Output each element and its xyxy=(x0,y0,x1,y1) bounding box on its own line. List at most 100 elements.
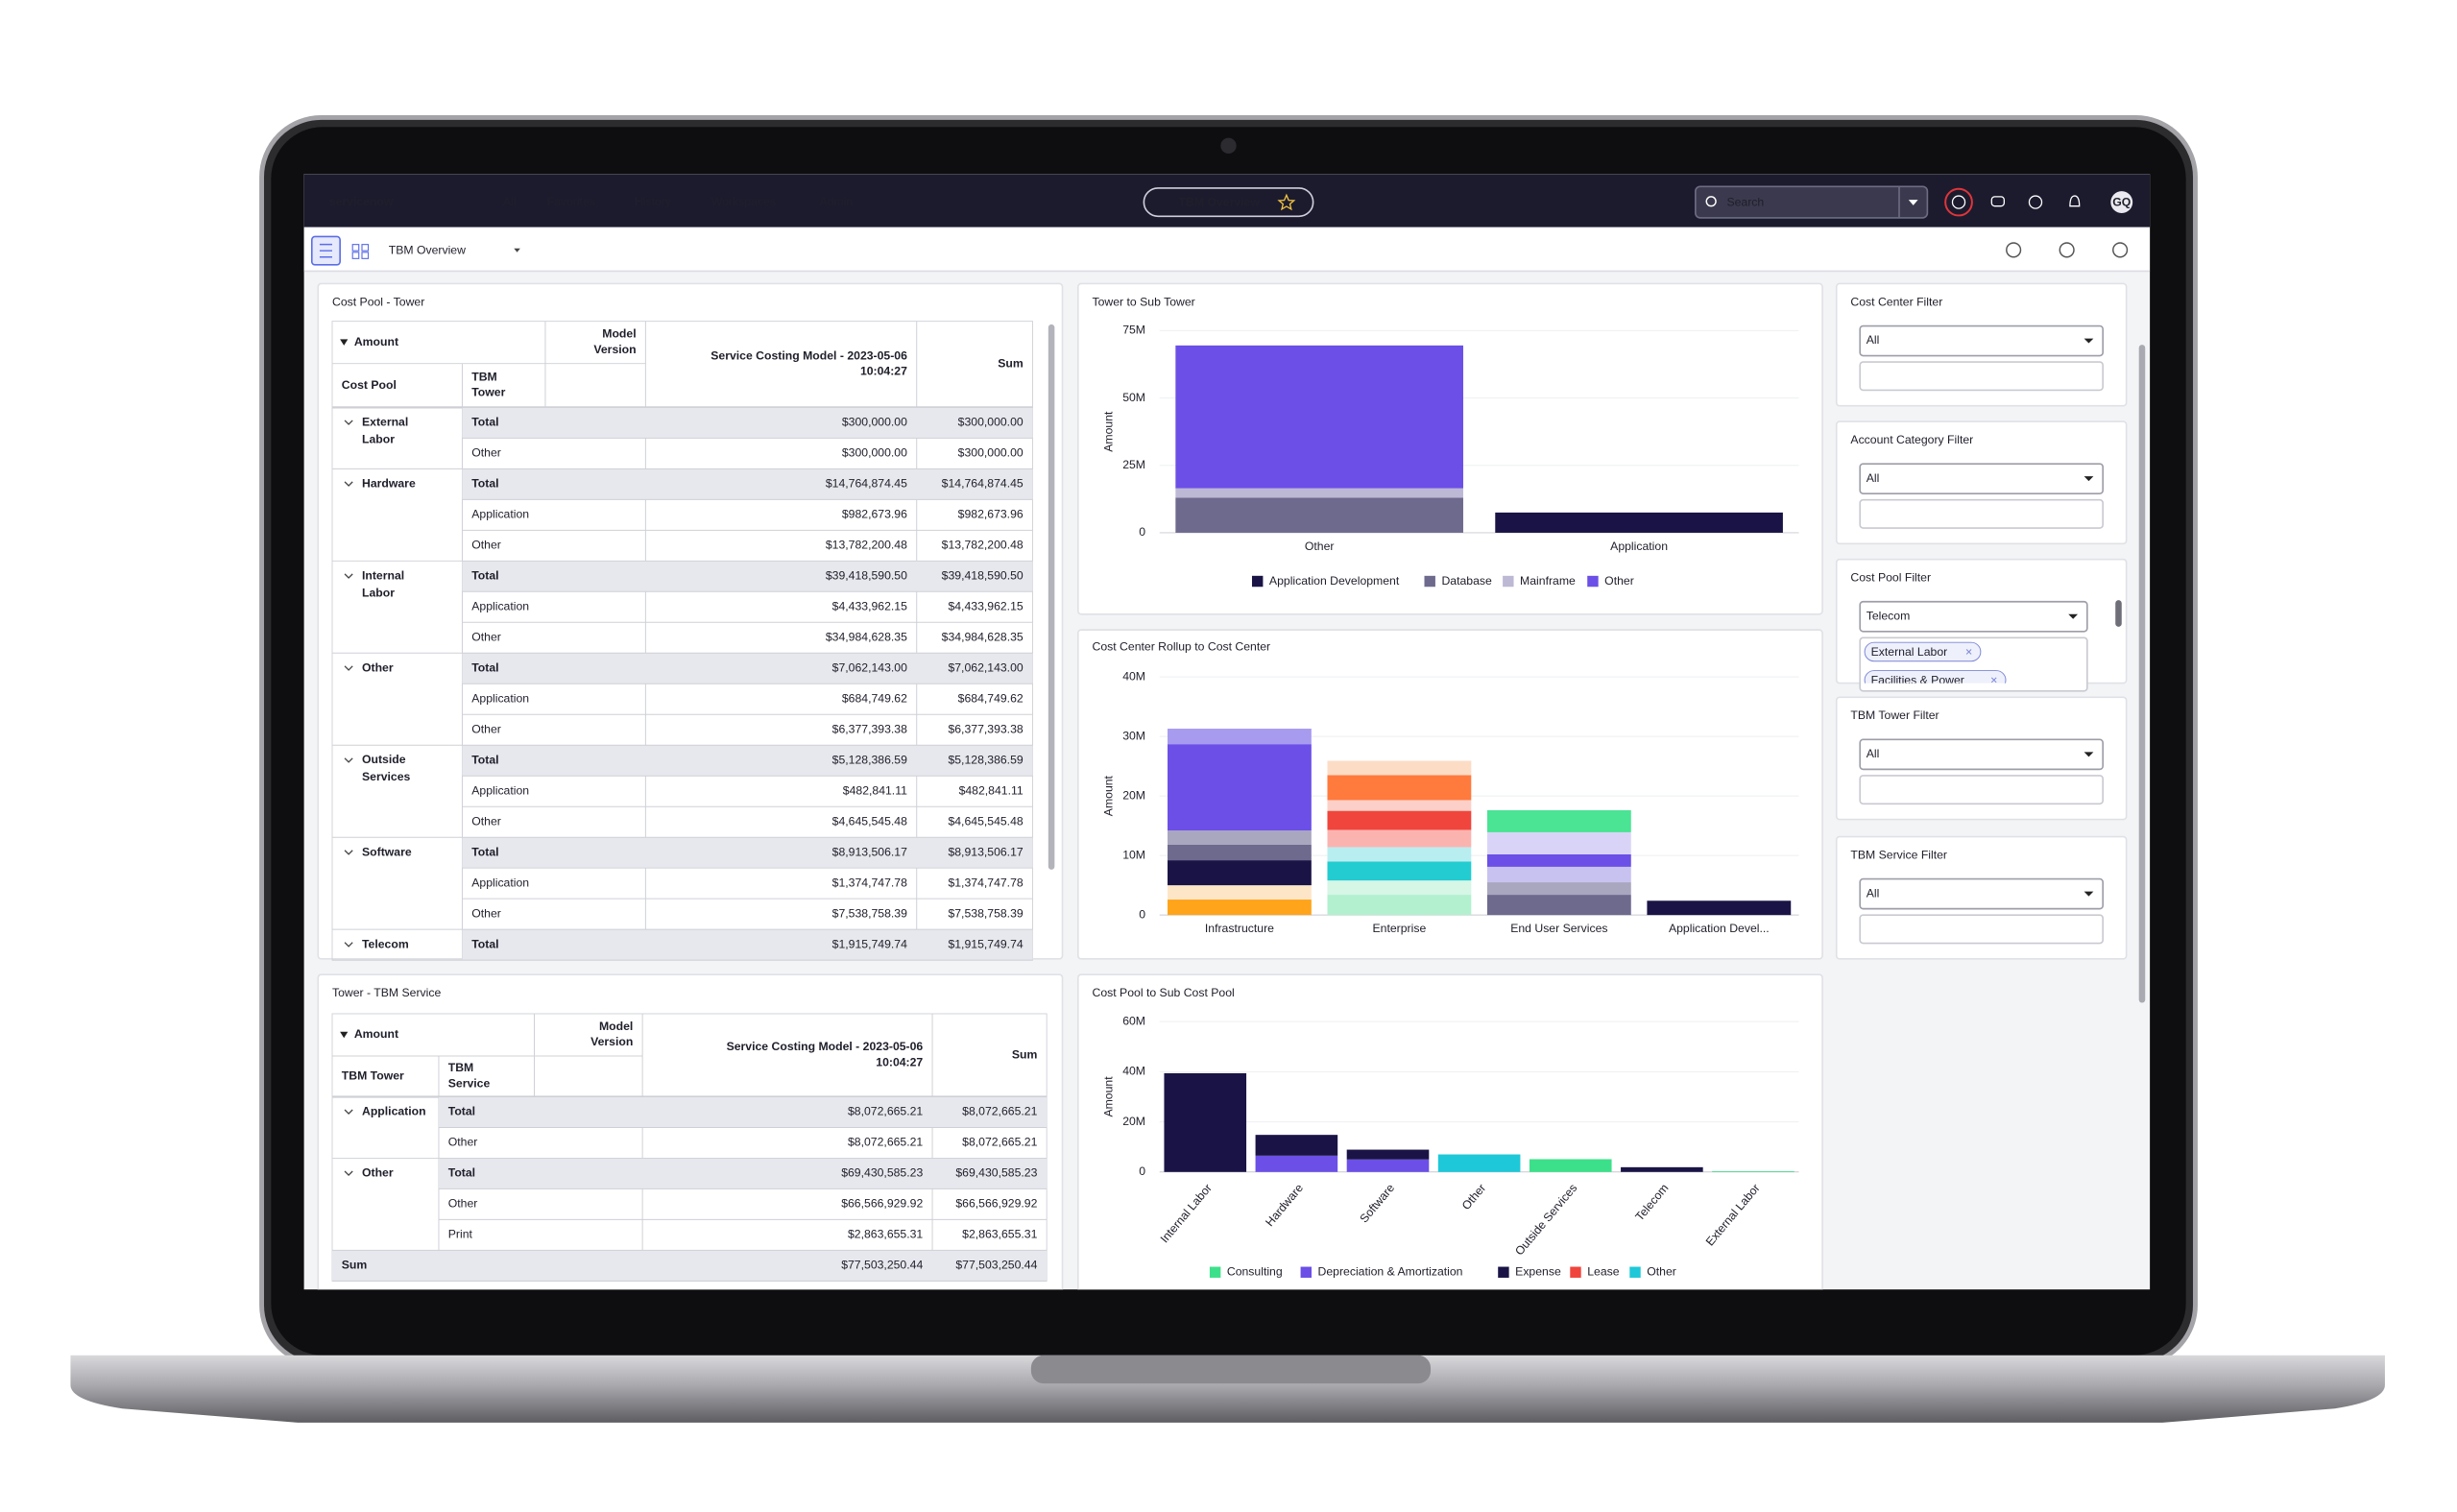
bar-segment[interactable] xyxy=(1168,885,1312,900)
text-line: External xyxy=(362,416,408,429)
bar-segment[interactable] xyxy=(1327,775,1472,801)
expand-chevron[interactable] xyxy=(344,665,353,671)
bar-segment[interactable] xyxy=(1621,1166,1703,1172)
filter-chip[interactable] xyxy=(1864,641,1982,662)
filter-select[interactable] xyxy=(1859,600,2088,633)
filter-scrollbar[interactable] xyxy=(2115,600,2122,627)
bar-segment[interactable] xyxy=(1255,1135,1338,1156)
bar-segment[interactable] xyxy=(1647,900,1792,916)
chat-icon[interactable] xyxy=(1990,196,2006,207)
expand-chevron[interactable] xyxy=(344,573,353,579)
bar-segment[interactable] xyxy=(1168,744,1312,831)
filter-select[interactable] xyxy=(1859,324,2104,357)
bar-segment[interactable] xyxy=(1486,895,1631,916)
bar-segment[interactable] xyxy=(1168,729,1312,745)
expand-chevron[interactable] xyxy=(344,942,353,948)
grid-icon-cell[interactable] xyxy=(361,244,370,252)
bar-segment[interactable] xyxy=(1168,900,1312,916)
toolbar-icon[interactable] xyxy=(2006,242,2022,258)
filter-select[interactable] xyxy=(1859,463,2104,494)
bar-segment[interactable] xyxy=(1346,1159,1430,1172)
filter-select[interactable] xyxy=(1859,738,2104,771)
chip-remove[interactable] xyxy=(1990,677,1997,684)
globe-ring[interactable] xyxy=(1944,187,1973,217)
bar-segment[interactable] xyxy=(1486,831,1631,854)
bar-segment[interactable] xyxy=(1486,853,1631,867)
nav-menu-item[interactable]: Workspaces xyxy=(711,195,776,208)
grid-icon-cell[interactable] xyxy=(351,252,360,259)
grid-icon-cell[interactable] xyxy=(351,244,360,252)
bar-segment[interactable] xyxy=(1437,1154,1521,1172)
filter-select[interactable] xyxy=(1859,877,2104,910)
sort-triangle[interactable] xyxy=(340,339,349,346)
favorite-star[interactable] xyxy=(1277,193,1296,211)
bar-segment[interactable] xyxy=(1164,1072,1247,1172)
bar-segment[interactable] xyxy=(1486,882,1631,896)
bar-segment[interactable] xyxy=(1495,512,1783,533)
filter-input[interactable] xyxy=(1859,498,2104,529)
grid-icon-cell[interactable] xyxy=(361,252,370,259)
context-pill[interactable] xyxy=(1143,187,1314,218)
toolbar-icon[interactable] xyxy=(2112,242,2129,258)
dashboard-title[interactable]: TBM Overview xyxy=(389,243,466,256)
bar-segment[interactable] xyxy=(1529,1159,1612,1172)
bar-segment[interactable] xyxy=(1327,760,1472,776)
filter-input[interactable] xyxy=(1859,361,2104,392)
legend-swatch[interactable] xyxy=(1629,1266,1641,1278)
nav-menu-item[interactable]: Admin xyxy=(820,195,854,208)
bar-segment[interactable] xyxy=(1327,800,1472,811)
legend-swatch[interactable] xyxy=(1503,575,1514,588)
bar-segment[interactable] xyxy=(1327,847,1472,862)
table-scrollbar[interactable] xyxy=(1048,324,1055,870)
toolbar-icon[interactable] xyxy=(2059,242,2075,258)
avatar[interactable] xyxy=(2110,191,2133,214)
expand-chevron[interactable] xyxy=(344,1170,353,1176)
legend-swatch[interactable] xyxy=(1587,575,1599,588)
sort-triangle[interactable] xyxy=(340,1031,349,1039)
table-header[interactable]: Amount xyxy=(354,1027,398,1041)
filter-chip[interactable] xyxy=(1864,670,2007,690)
help-icon[interactable] xyxy=(2028,195,2043,209)
nav-menu-item[interactable]: All xyxy=(503,195,517,208)
expand-chevron[interactable] xyxy=(344,420,353,425)
bar-segment[interactable] xyxy=(1486,866,1631,883)
search-dropdown[interactable] xyxy=(1908,200,1918,205)
bar-segment[interactable] xyxy=(1346,1149,1430,1160)
bar-segment[interactable] xyxy=(1168,830,1312,845)
bell-icon[interactable] xyxy=(2069,195,2081,207)
legend-swatch[interactable] xyxy=(1251,575,1264,588)
bar-segment[interactable] xyxy=(1486,810,1631,832)
bar-segment[interactable] xyxy=(1327,880,1472,896)
bar-segment[interactable] xyxy=(1712,1171,1795,1172)
row-group: Application xyxy=(362,1105,426,1118)
legend-swatch[interactable] xyxy=(1300,1266,1312,1278)
legend-swatch[interactable] xyxy=(1498,1266,1509,1278)
nav-menu-item[interactable]: Favorites xyxy=(547,195,595,208)
bar-segment[interactable] xyxy=(1168,860,1312,886)
bar-segment[interactable] xyxy=(1168,844,1312,861)
chip-remove[interactable] xyxy=(1965,649,1972,655)
legend-swatch[interactable] xyxy=(1209,1266,1221,1278)
bar-segment[interactable] xyxy=(1175,345,1463,489)
bar-segment[interactable] xyxy=(1327,895,1472,916)
search-box[interactable] xyxy=(1695,185,1929,219)
expand-chevron[interactable] xyxy=(344,850,353,855)
filter-input[interactable] xyxy=(1859,775,2104,805)
title-dropdown[interactable] xyxy=(514,248,520,252)
nav-menu-item[interactable]: History xyxy=(635,195,672,208)
bar-segment[interactable] xyxy=(1327,861,1472,881)
bar-segment[interactable] xyxy=(1327,829,1472,848)
expand-chevron[interactable] xyxy=(344,1109,353,1116)
bar-segment[interactable] xyxy=(1327,810,1472,830)
table-header[interactable]: Amount xyxy=(354,335,398,348)
filter-input[interactable] xyxy=(1859,914,2104,945)
legend-swatch[interactable] xyxy=(1424,575,1435,588)
scrollbar[interactable] xyxy=(2138,345,2146,1003)
expand-chevron[interactable] xyxy=(344,481,353,487)
bar-segment[interactable] xyxy=(1175,488,1463,498)
legend-swatch[interactable] xyxy=(1570,1266,1581,1278)
brand-logo[interactable]: servicenow xyxy=(329,195,394,208)
expand-chevron[interactable] xyxy=(344,757,353,763)
bar-segment[interactable] xyxy=(1175,497,1463,533)
bar-segment[interactable] xyxy=(1255,1155,1338,1172)
